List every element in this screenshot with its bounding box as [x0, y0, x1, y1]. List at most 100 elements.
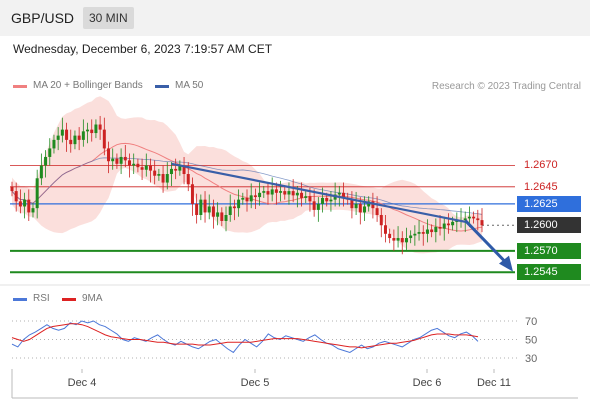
candle-body: [312, 201, 316, 210]
candle-body: [73, 135, 77, 145]
candle-body: [23, 199, 27, 207]
candle-body: [52, 139, 56, 149]
candle-body: [274, 189, 278, 193]
candle-body: [316, 203, 320, 210]
rsi-tick-label: 70: [525, 316, 537, 328]
candle-body: [300, 192, 304, 198]
bollinger-band-area: [12, 96, 482, 254]
candle-body: [325, 197, 329, 202]
candle-body: [383, 225, 387, 234]
candle-body: [203, 199, 207, 213]
candle-body: [262, 191, 266, 193]
candle-body: [287, 191, 291, 195]
candle-body: [39, 165, 43, 179]
candle-body: [211, 206, 215, 217]
candle-body: [371, 201, 375, 209]
candle-body: [220, 212, 224, 221]
candle-body: [451, 221, 455, 226]
candle-body: [279, 191, 283, 193]
candle-body: [321, 197, 325, 204]
candle-body: [161, 174, 165, 183]
level-label-1.2570: 1.2570: [517, 242, 581, 259]
candle-body: [228, 206, 232, 215]
candle-body: [342, 192, 346, 198]
candle-body: [132, 163, 136, 166]
rsi-legend-label: RSI: [33, 293, 50, 304]
candle-body: [174, 168, 178, 171]
candle-body: [329, 199, 333, 202]
candle-body: [65, 129, 69, 140]
level-label-1.2545: 1.2545: [517, 264, 581, 281]
candle-body: [35, 178, 39, 209]
candle-body: [237, 199, 241, 209]
candle-body: [241, 197, 245, 200]
candle-body: [480, 220, 484, 226]
candle-body: [442, 223, 446, 229]
candle-body: [430, 229, 434, 233]
candle-body: [10, 186, 14, 192]
candle-body: [425, 229, 429, 234]
candle-body: [182, 165, 186, 175]
candle-body: [304, 196, 308, 198]
chart-datetime: Wednesday, December 6, 2023 7:19:57 AM C…: [13, 42, 273, 56]
candle-body: [107, 148, 111, 162]
candle-body: [102, 129, 106, 149]
candle-body: [153, 170, 157, 176]
ma50-line: [11, 157, 483, 215]
candle-body: [195, 203, 199, 215]
candle-body: [31, 208, 35, 213]
ma50-legend-swatch: [155, 85, 169, 88]
candle-body: [111, 158, 115, 162]
candle-body: [44, 156, 48, 166]
candle-body: [404, 238, 408, 243]
candle-body: [98, 124, 102, 130]
x-tick-label: Dec 4: [68, 377, 97, 389]
ma50-legend-label: MA 50: [175, 80, 204, 91]
rsi-line: [11, 320, 479, 354]
candle-body: [224, 215, 228, 221]
candle-body: [123, 156, 127, 161]
candle-body: [245, 197, 249, 202]
candle-body: [388, 233, 392, 239]
ma20-legend-label: MA 20 + Bollinger Bands: [33, 80, 143, 91]
candle-body: [350, 199, 354, 209]
candle-body: [291, 191, 295, 196]
candle-body: [455, 220, 459, 222]
candle-body: [69, 139, 73, 145]
candle-body: [253, 195, 257, 198]
candle-body: [157, 174, 161, 176]
candle-body: [308, 196, 312, 202]
candle-body: [375, 208, 379, 215]
candle-body: [14, 191, 18, 202]
timeframe-button[interactable]: 30 MIN: [83, 7, 134, 29]
candle-body: [337, 192, 341, 195]
candle-body: [77, 135, 81, 140]
ma20-legend-swatch: [13, 85, 27, 88]
candle-body: [413, 233, 417, 236]
rsi-ma-legend-swatch: [62, 298, 76, 301]
candle-body: [283, 191, 287, 195]
x-tick-label: Dec 11: [477, 377, 511, 389]
candle-body: [119, 156, 123, 164]
candle-body: [232, 206, 236, 209]
candle-body: [144, 165, 148, 170]
chart-panel: [0, 36, 590, 400]
candle-body: [472, 216, 476, 219]
forecast-arrow-shaft: [464, 219, 509, 265]
candle-body: [249, 195, 253, 202]
candle-body: [409, 235, 413, 239]
candle-body: [18, 201, 22, 207]
rsi-tick-label: 30: [525, 353, 537, 365]
copyright-notice: Research © 2023 Trading Central: [431, 81, 581, 92]
x-tick-label: Dec 6: [413, 377, 442, 389]
candle-body: [216, 212, 220, 217]
candle-body: [165, 174, 169, 183]
candle-body: [148, 165, 152, 171]
candle-body: [476, 218, 480, 221]
candle-body: [90, 129, 94, 134]
candle-body: [363, 206, 366, 213]
candle-body: [295, 192, 299, 196]
candle-body: [199, 199, 203, 215]
candle-body: [258, 192, 262, 198]
